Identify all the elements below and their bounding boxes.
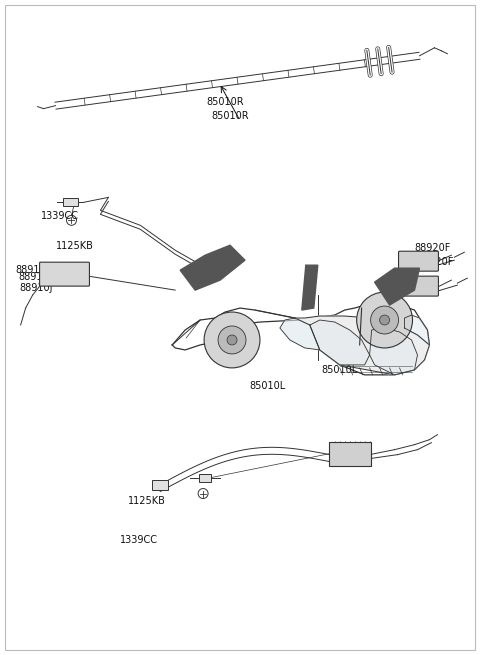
Text: 88920F: 88920F (415, 243, 451, 253)
Text: 85010L: 85010L (322, 365, 358, 375)
FancyBboxPatch shape (398, 276, 438, 296)
Text: 85010R: 85010R (207, 97, 244, 107)
Polygon shape (172, 302, 430, 375)
Circle shape (218, 326, 246, 354)
Polygon shape (374, 268, 420, 305)
Text: 1339CC: 1339CC (41, 212, 79, 221)
Bar (199, 474, 211, 481)
Text: 1339CC: 1339CC (120, 534, 158, 545)
Circle shape (204, 312, 260, 368)
Bar (62, 198, 78, 206)
Polygon shape (295, 316, 430, 375)
FancyBboxPatch shape (329, 441, 371, 466)
Polygon shape (302, 265, 318, 310)
Polygon shape (280, 318, 320, 350)
FancyBboxPatch shape (39, 262, 89, 286)
Text: 88920F: 88920F (417, 257, 454, 267)
Bar (152, 479, 168, 489)
Text: 88910J: 88910J (16, 265, 49, 275)
Text: 88910J: 88910J (19, 272, 52, 282)
Polygon shape (370, 328, 418, 375)
Polygon shape (310, 320, 370, 365)
Text: 85010R: 85010R (211, 111, 249, 121)
Text: 1125KB: 1125KB (56, 241, 94, 251)
Polygon shape (180, 245, 245, 290)
Circle shape (357, 292, 412, 348)
FancyBboxPatch shape (398, 252, 438, 271)
Polygon shape (405, 315, 430, 345)
Text: 88910J: 88910J (20, 284, 53, 293)
Circle shape (380, 315, 390, 325)
Text: 1125KB: 1125KB (128, 496, 166, 506)
Text: 85010L: 85010L (250, 381, 286, 391)
Circle shape (371, 306, 398, 334)
Circle shape (227, 335, 237, 345)
